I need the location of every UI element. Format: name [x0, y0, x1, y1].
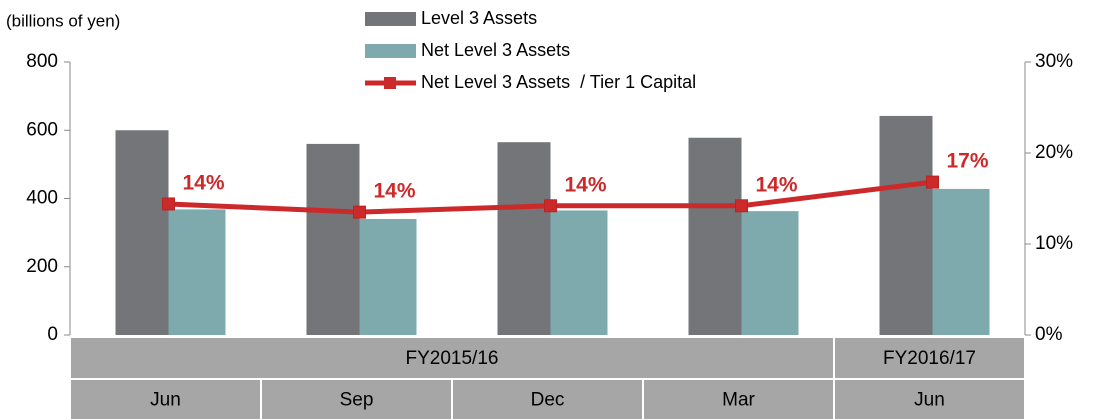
legend-swatch — [365, 12, 416, 26]
x-tick-label: Sep — [340, 390, 374, 411]
line-marker — [735, 199, 748, 213]
group-label: FY2016/17 — [883, 348, 976, 369]
y2-tick-label: 20% — [1035, 142, 1073, 163]
y-tick-label: 400 — [26, 188, 58, 209]
category-cell — [453, 380, 642, 419]
y2-tick-label: 10% — [1035, 233, 1073, 254]
bar — [741, 211, 799, 335]
x-tick-label: Mar — [722, 390, 755, 411]
y-axis-label: (billions of yen) — [6, 11, 120, 30]
bar — [359, 218, 417, 335]
legend-label: Net Level 3 Assets / Tier 1 Capital — [421, 72, 696, 92]
bar — [879, 115, 933, 335]
line-marker — [926, 175, 939, 189]
y-tick-label: 600 — [26, 119, 58, 140]
legend-label: Net Level 3 Assets — [421, 40, 570, 60]
bar — [306, 143, 360, 335]
legend-marker — [384, 77, 396, 89]
y-tick-label: 0 — [47, 324, 58, 345]
bar — [497, 142, 551, 335]
x-tick-label: Dec — [531, 390, 565, 411]
legend-label: Level 3 Assets — [421, 8, 537, 28]
y-tick-label: 200 — [26, 256, 58, 277]
bar — [115, 130, 169, 335]
y2-tick-label: 0% — [1035, 324, 1063, 345]
bar — [550, 210, 608, 335]
x-tick-label: Jun — [150, 390, 181, 411]
group-cell — [835, 338, 1024, 378]
legend-swatch — [365, 44, 416, 58]
x-tick-label: Jun — [914, 390, 945, 411]
group-label: FY2015/16 — [406, 348, 499, 369]
bar — [168, 209, 226, 335]
y-tick-label: 800 — [26, 51, 58, 72]
data-label: 14% — [756, 173, 798, 196]
y2-tick-label: 30% — [1035, 51, 1073, 72]
category-cell — [262, 380, 451, 419]
data-label: 17% — [947, 150, 989, 173]
category-cell — [644, 380, 833, 419]
category-cell — [835, 380, 1024, 419]
data-label: 14% — [565, 173, 607, 196]
bar — [688, 137, 742, 335]
line-marker — [162, 197, 175, 211]
bar — [932, 188, 990, 335]
line-marker — [353, 205, 366, 219]
data-label: 14% — [374, 180, 416, 203]
line-marker — [544, 199, 557, 213]
data-label: 14% — [183, 172, 225, 195]
group-cell — [71, 338, 833, 378]
category-cell — [71, 380, 260, 419]
